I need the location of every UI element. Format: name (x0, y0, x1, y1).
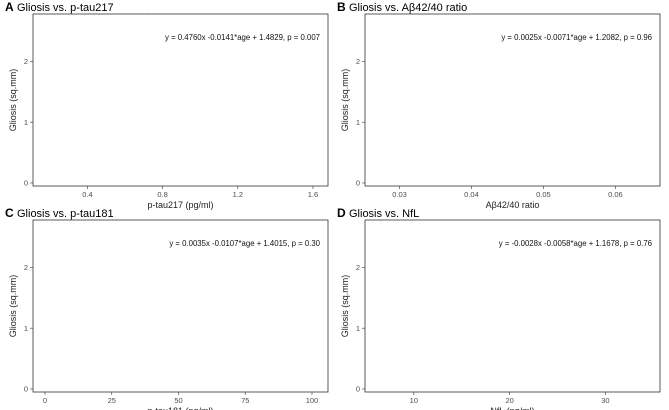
y-tick-label: 0 (356, 179, 360, 188)
y-tick-label: 1 (356, 324, 360, 333)
x-tick-label: 1.6 (308, 190, 318, 199)
y-axis-title: Gliosis (sq.mm) (340, 275, 350, 338)
y-tick-label: 2 (356, 57, 360, 66)
panel-label: C (5, 206, 14, 220)
regression-equation: y = 0.0025x -0.0071*age + 1.2082, p = 0.… (501, 33, 652, 42)
panel-b: B Gliosis vs. Aβ42/40 ratio 0.03 0.04 0.05 0.… (337, 0, 661, 210)
plot-frame (364, 13, 661, 187)
panel-c: C Gliosis vs. p-tau181 0 25 50 75 100 0 1 2 y = 0.… (5, 206, 329, 410)
panel-title: Gliosis vs. p-tau217 (17, 2, 114, 14)
plot-frame (32, 219, 329, 393)
x-axis-title: Aβ42/40 ratio (486, 200, 540, 210)
y-axis-title: Gliosis (sq.mm) (8, 69, 18, 132)
panel-a: A Gliosis vs. p-tau217 0.4 0.8 1.2 1.6 0 1 2 y = … (5, 0, 329, 210)
x-tick-label: 1.2 (233, 190, 243, 199)
y-axis-title: Gliosis (sq.mm) (340, 69, 350, 132)
plot-frame (364, 219, 661, 393)
x-tick-label: 0.04 (464, 190, 479, 199)
panel-title: Gliosis vs. NfL (349, 208, 419, 220)
regression-equation: y = 0.4760x -0.0141*age + 1.4829, p = 0.… (165, 33, 320, 42)
y-axis-title: Gliosis (sq.mm) (8, 275, 18, 338)
y-tick-label: 2 (24, 57, 28, 66)
x-tick-label: 0.4 (82, 190, 92, 199)
x-tick-label: 0.05 (536, 190, 551, 199)
panel-title: Gliosis vs. p-tau181 (17, 208, 114, 220)
x-tick-label: 0.06 (608, 190, 623, 199)
y-tick-label: 1 (24, 324, 28, 333)
x-tick-label: 30 (601, 396, 609, 405)
y-tick-label: 2 (24, 263, 28, 272)
plot-frame (32, 13, 329, 187)
panel-label: B (337, 0, 346, 14)
panel-d: D Gliosis vs. NfL 10 20 30 0 1 2 y = -0.0028x -0… (337, 206, 661, 410)
panel-label: A (5, 0, 14, 14)
y-tick-label: 0 (24, 179, 28, 188)
y-tick-label: 1 (24, 118, 28, 127)
x-tick-label: 0.8 (157, 190, 167, 199)
y-tick-label: 1 (356, 118, 360, 127)
panel-label: D (337, 206, 346, 220)
x-tick-label: 100 (306, 396, 319, 405)
x-tick-label: 75 (241, 396, 249, 405)
x-axis-title: p-tau181 (pg/ml) (147, 406, 213, 410)
panel-title: Gliosis vs. Aβ42/40 ratio (349, 2, 467, 14)
y-tick-label: 0 (24, 385, 28, 394)
x-tick-label: 20 (505, 396, 513, 405)
x-axis-title: p-tau217 (pg/ml) (147, 200, 213, 210)
y-tick-label: 0 (356, 385, 360, 394)
x-tick-label: 0.03 (392, 190, 407, 199)
regression-equation: y = 0.0035x -0.0107*age + 1.4015, p = 0.… (169, 239, 320, 248)
x-tick-label: 50 (174, 396, 182, 405)
x-axis-title: NfL (pg/ml) (490, 406, 534, 410)
x-tick-label: 25 (108, 396, 116, 405)
regression-equation: y = -0.0028x -0.0058*age + 1.1678, p = 0… (499, 239, 652, 248)
x-tick-label: 0 (43, 396, 47, 405)
x-tick-label: 10 (410, 396, 418, 405)
y-tick-label: 2 (356, 263, 360, 272)
